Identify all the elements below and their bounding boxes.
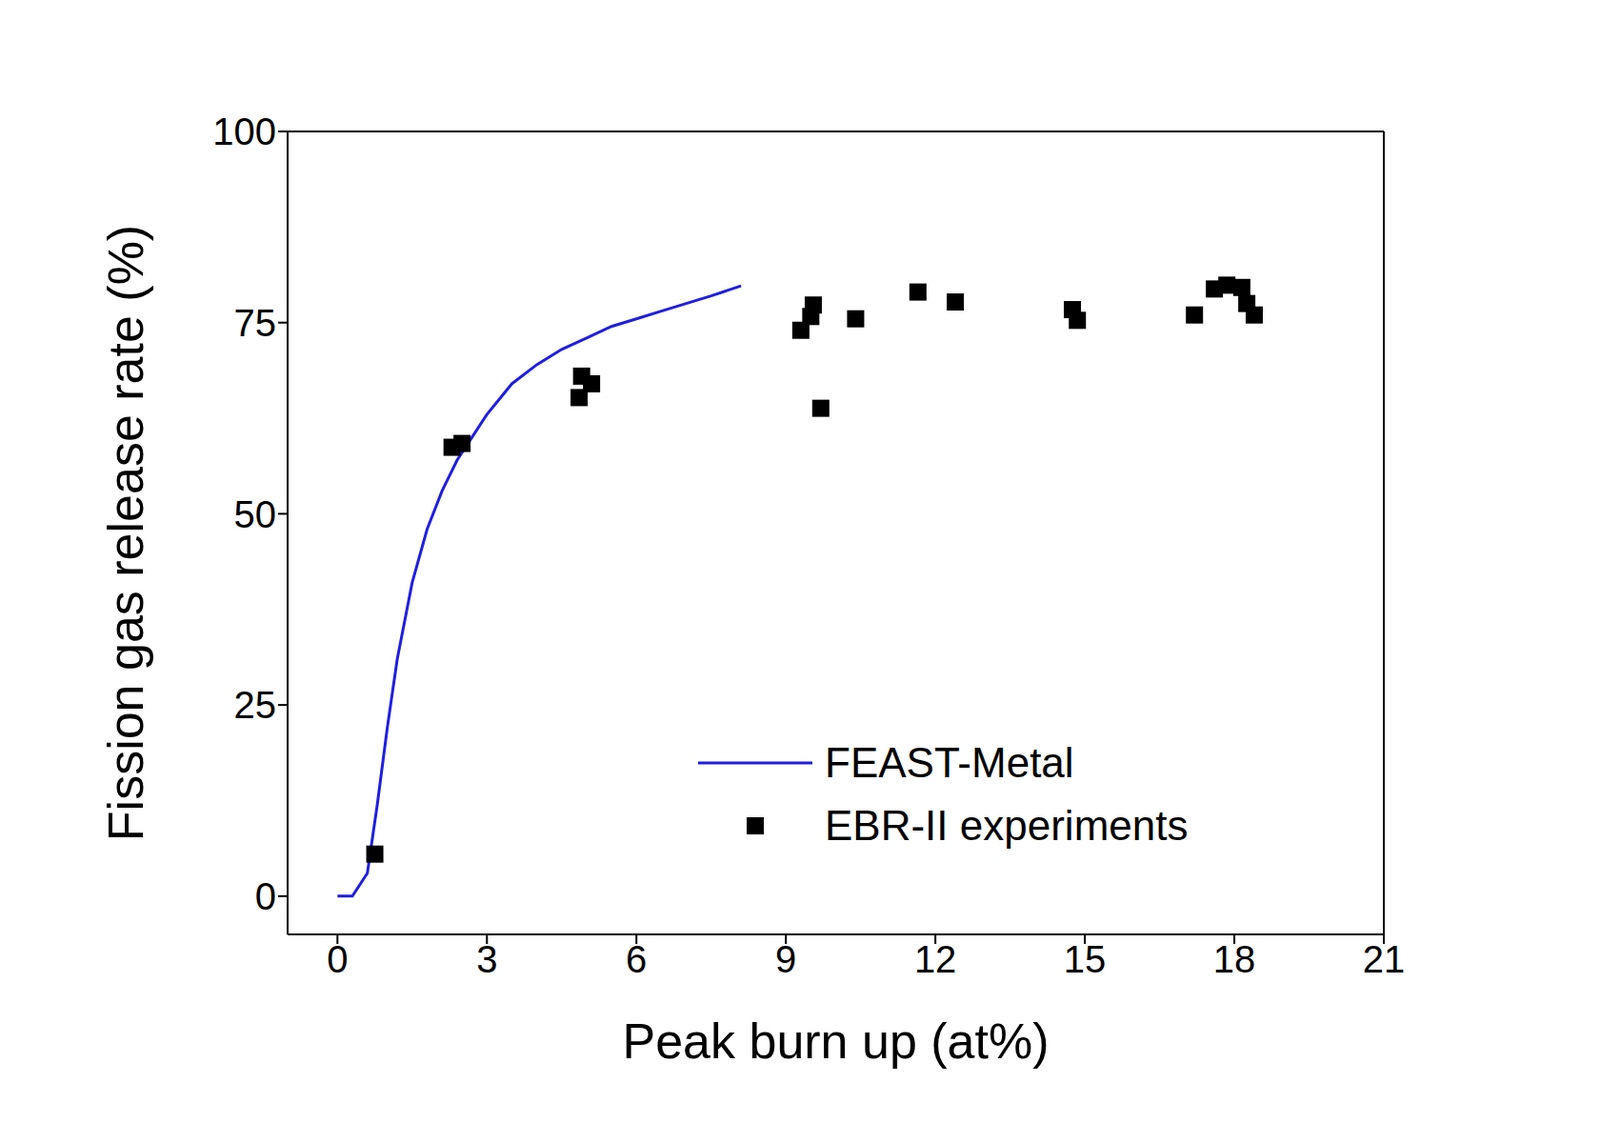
svg-text:9: 9 <box>775 938 797 980</box>
svg-text:6: 6 <box>625 938 647 980</box>
svg-text:18: 18 <box>1213 938 1257 980</box>
svg-text:50: 50 <box>234 493 278 536</box>
svg-text:0: 0 <box>326 938 348 980</box>
svg-text:Fission gas release rate (%): Fission gas release rate (%) <box>98 224 154 841</box>
svg-text:25: 25 <box>234 683 278 726</box>
svg-text:0: 0 <box>255 875 277 918</box>
svg-text:Peak burn up (at%): Peak burn up (at%) <box>621 1013 1049 1069</box>
svg-text:12: 12 <box>914 938 958 980</box>
html-text:FEAST-Metal: FEAST-Metal <box>824 739 1074 786</box>
svg-text:3: 3 <box>476 938 498 980</box>
svg-text:15: 15 <box>1063 938 1107 980</box>
svg-text:100: 100 <box>212 110 277 153</box>
svg-text:21: 21 <box>1362 938 1406 980</box>
svg-text:75: 75 <box>234 301 278 344</box>
html-text:EBR-II experiments: EBR-II experiments <box>824 801 1189 849</box>
